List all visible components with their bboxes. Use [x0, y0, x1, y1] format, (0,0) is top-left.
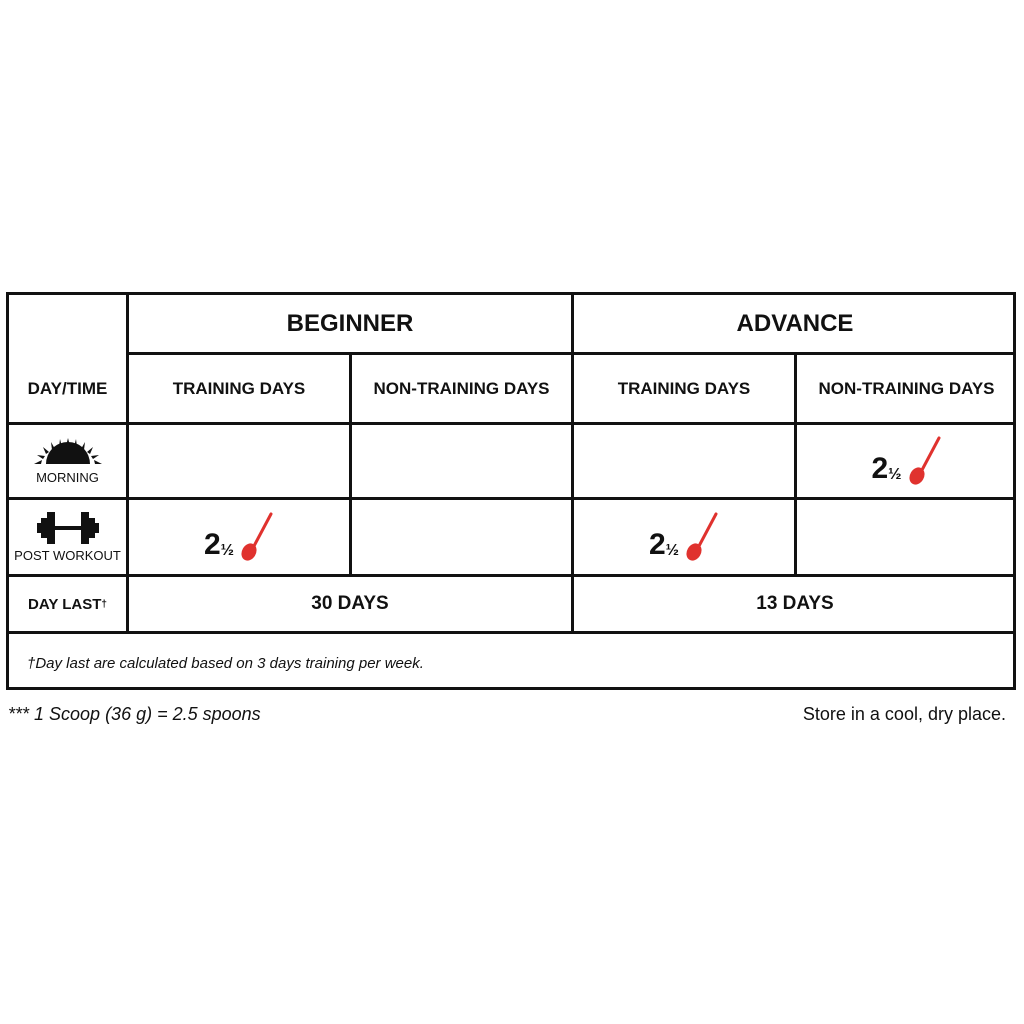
post-workout-row-label: POST WORKOUT: [9, 500, 126, 574]
dose-fraction: ½: [220, 542, 235, 559]
dose-fraction: ½: [665, 542, 680, 559]
beginner-non-training-header: NON-TRAINING DAYS: [373, 378, 550, 398]
divider: [571, 295, 574, 634]
spoon-icon: [908, 436, 941, 485]
dumbbell-icon: [36, 511, 99, 544]
morning-row-label: MORNING: [9, 425, 126, 497]
post-workout-label: POST WORKOUT: [14, 547, 121, 563]
spoon-icon: [686, 512, 718, 561]
advance-day-last: 13 DAYS: [756, 593, 834, 614]
header-advance: ADVANCE: [736, 309, 854, 337]
divider: [9, 631, 1013, 634]
dosage-table: BEGINNER ADVANCE DAY/TIME TRAINING DAYS …: [6, 292, 1016, 690]
dose-fraction: ½: [888, 466, 902, 483]
sunrise-icon: [33, 437, 102, 464]
dose-amount: 2: [648, 528, 666, 561]
divider: [9, 574, 1013, 577]
divider: [9, 422, 1013, 425]
spoon-icon: [241, 512, 273, 561]
divider: [126, 352, 1013, 355]
storage-note: Store in a cool, dry place.: [802, 704, 1006, 724]
scoop-note: *** 1 Scoop (36 g) = 2.5 spoons: [8, 704, 261, 724]
morning-label: MORNING: [36, 469, 99, 485]
day-last-label: DAY LAST †: [9, 577, 126, 631]
day-last-note: †Day last are calculated based on 3 days…: [27, 655, 424, 672]
day-time-header: DAY/TIME: [27, 378, 108, 398]
divider: [9, 497, 1013, 500]
dose-amount: 2: [871, 452, 889, 485]
header-beginner: BEGINNER: [286, 309, 414, 337]
dose-amount: 2: [203, 528, 221, 561]
advance-non-training-header: NON-TRAINING DAYS: [818, 378, 995, 398]
divider: [349, 352, 352, 577]
beginner-day-last: 30 DAYS: [311, 593, 389, 614]
divider: [126, 295, 129, 634]
dagger: †: [101, 598, 107, 610]
divider: [794, 352, 797, 577]
beginner-training-header: TRAINING DAYS: [172, 378, 306, 398]
day-last-text: DAY LAST: [28, 595, 102, 613]
advance-training-header: TRAINING DAYS: [617, 378, 751, 398]
